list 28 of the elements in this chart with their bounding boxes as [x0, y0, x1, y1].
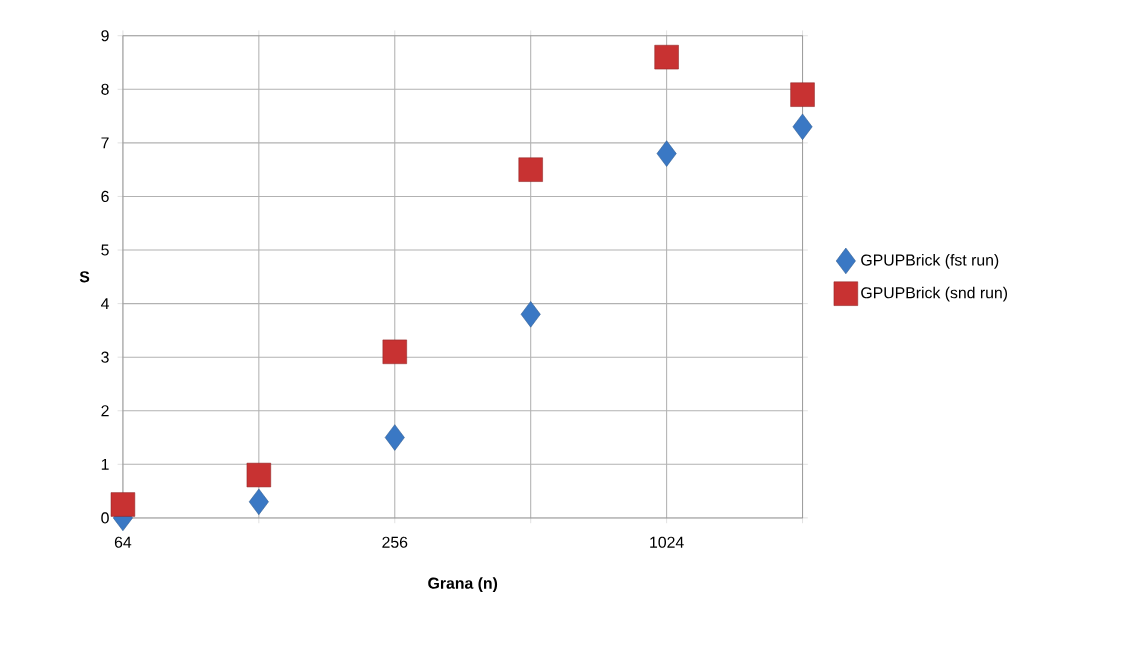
y-tick-label: 2 — [101, 405, 109, 417]
y-tick-label: 3 — [101, 351, 109, 363]
point — [110, 492, 136, 517]
point — [656, 140, 677, 167]
point — [518, 157, 543, 182]
point — [520, 301, 541, 328]
y-tick-label: 5 — [101, 244, 109, 256]
y-tick-label: 1 — [101, 458, 109, 470]
point — [248, 488, 269, 516]
point — [790, 82, 815, 107]
y-tick-label: 6 — [101, 190, 109, 203]
y-tick-label: 0 — [101, 512, 109, 524]
legend-label: GPUPBrick (fst run) — [861, 254, 999, 269]
x-axis-title: Grana (n) — [428, 577, 498, 592]
y-tick-label: 4 — [101, 298, 109, 310]
y-axis-title: S — [79, 271, 90, 283]
x-tick-label: 64 — [114, 536, 132, 548]
point — [246, 462, 272, 488]
point — [382, 339, 407, 365]
y-tick-label: 8 — [101, 83, 109, 95]
point — [654, 45, 679, 70]
x-tick-label: 1024 — [650, 536, 684, 548]
y-tick-label: 9 — [101, 30, 109, 42]
point — [792, 113, 813, 141]
x-tick-label: 256 — [382, 536, 408, 548]
y-tick-label: 7 — [101, 137, 109, 149]
legend-label: GPUPBrick (snd run) — [861, 286, 1008, 302]
point — [384, 424, 405, 451]
